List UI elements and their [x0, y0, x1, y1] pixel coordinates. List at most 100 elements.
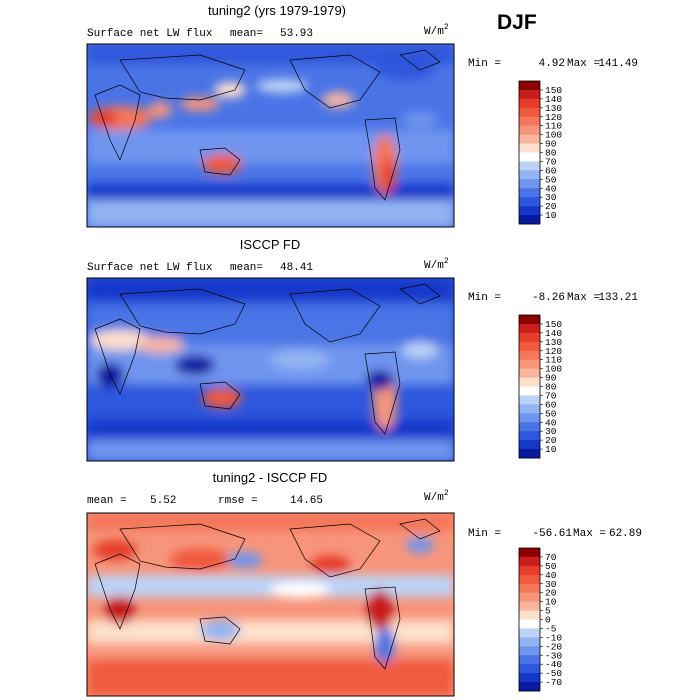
colorbar-swatch [519, 143, 540, 153]
colorbar-swatch [519, 368, 540, 378]
colorbar-tick-label: 5 [545, 606, 551, 617]
colorbar-tick-label: 110 [545, 355, 562, 366]
max-value: 141.49 [598, 58, 638, 70]
colorbar-swatch [519, 197, 540, 207]
colorbar-swatch [519, 440, 540, 450]
variable-label: Surface net LW flux [87, 28, 213, 40]
colorbar-tick-label: 70 [545, 390, 557, 401]
variable-label: Surface net LW flux [87, 262, 213, 274]
colorbar-tick-label: 150 [545, 85, 562, 96]
colorbar-tick-label: 90 [545, 373, 557, 384]
colorbar-tick-label: 40 [545, 570, 557, 581]
colorbar-tick-label: 20 [545, 435, 557, 446]
max-label: Max = [573, 528, 606, 540]
colorbar-tick-label: 120 [545, 112, 562, 123]
panel-title: ISCCP FD [240, 237, 300, 252]
colorbar-swatch [519, 404, 540, 414]
colorbar-tick-label: 150 [545, 319, 562, 330]
mean-label: mean = [87, 495, 127, 507]
min-value: -56.61 [532, 528, 572, 540]
colorbar-swatch [519, 601, 540, 611]
colorbar-tick-label: 120 [545, 346, 562, 357]
colorbar-swatch [519, 377, 540, 387]
units-label: W/m2 [424, 23, 449, 38]
map-field [87, 513, 454, 696]
colorbar-swatch [519, 637, 540, 647]
colorbar-swatch [519, 134, 540, 144]
colorbar-tick-label: 70 [545, 552, 557, 563]
max-value: 62.89 [609, 528, 642, 540]
mean-value: 5.52 [150, 495, 176, 507]
max-label: Max = [567, 58, 600, 70]
colorbar-swatch [519, 206, 540, 216]
colorbar-swatch [519, 628, 540, 638]
colorbar-tick-label: 80 [545, 148, 557, 159]
colorbar-swatch [519, 565, 540, 576]
colorbar-swatch [519, 98, 540, 109]
colorbar-tick-label: 50 [545, 561, 557, 572]
colorbar-swatch [519, 89, 540, 100]
colorbar-swatch [519, 395, 540, 405]
colorbar-swatch [519, 125, 540, 136]
colorbar-tick-label: 130 [545, 103, 562, 114]
mean-value: 48.41 [280, 262, 313, 274]
colorbar-tick-label: 50 [545, 174, 557, 185]
colorbar-swatch [519, 548, 540, 558]
colorbar-tick-label: -30 [545, 650, 562, 661]
colorbar-tick-label: -50 [545, 668, 562, 679]
units-label: W/m2 [424, 489, 449, 504]
colorbar-tick-label: 40 [545, 417, 557, 428]
min-value: -8.26 [532, 292, 565, 304]
colorbar-swatch [519, 655, 540, 665]
colorbar-swatch [519, 664, 540, 674]
colorbar-tick-label: 80 [545, 382, 557, 393]
colorbar-tick-label: 10 [545, 597, 557, 608]
colorbar-swatch [519, 556, 540, 567]
panel-title: tuning2 (yrs 1979-1979) [208, 3, 346, 18]
colorbar-swatch [519, 188, 540, 198]
map-field [87, 44, 454, 227]
colorbar-tick-label: 10 [545, 210, 557, 221]
colorbar-swatch [519, 422, 540, 432]
colorbar-swatch [519, 449, 540, 459]
min-label: Min = [468, 58, 501, 70]
colorbar-tick-label: 10 [545, 444, 557, 455]
colorbar-swatch [519, 170, 540, 180]
colorbar-swatch [519, 341, 540, 352]
colorbar-swatch [519, 431, 540, 441]
colorbar-tick-label: 30 [545, 579, 557, 590]
colorbar-tick-label: 100 [545, 364, 562, 375]
colorbar-tick-label: 140 [545, 328, 562, 339]
colorbar-swatch [519, 81, 540, 91]
map-frame [86, 277, 455, 462]
colorbar-swatch [519, 386, 540, 396]
map-frame [86, 512, 455, 697]
colorbar-tick-label: 30 [545, 426, 557, 437]
map-field [87, 278, 454, 461]
colorbar-tick-label: -20 [545, 641, 562, 652]
colorbar-tick-label: 30 [545, 192, 557, 203]
map-frame [86, 43, 455, 228]
colorbar-swatch [519, 413, 540, 423]
season-label: DJF [497, 11, 537, 34]
colorbar-tick-label: -5 [545, 623, 557, 634]
colorbar-swatch [519, 107, 540, 118]
colorbar-tick-label: 20 [545, 201, 557, 212]
colorbar-tick-label: 0 [545, 615, 551, 626]
colorbar-tick-label: 140 [545, 94, 562, 105]
mean-label: mean= [230, 28, 263, 40]
colorbar-swatch [519, 673, 540, 683]
colorbar-tick-label: 130 [545, 337, 562, 348]
max-label: Max = [567, 292, 600, 304]
colorbar-swatch [519, 116, 540, 127]
colorbar-tick-label: 50 [545, 408, 557, 419]
colorbar-swatch [519, 332, 540, 343]
panel-difference: tuning2 - ISCCP FD mean = 5.52 rmse = 14… [86, 470, 642, 697]
colorbar-tick-label: 70 [545, 156, 557, 167]
panel-model: tuning2 (yrs 1979-1979) Surface net LW f… [86, 3, 638, 228]
min-value: 4.92 [539, 58, 565, 70]
colorbar-swatch [519, 179, 540, 189]
colorbar-swatch [519, 610, 540, 620]
